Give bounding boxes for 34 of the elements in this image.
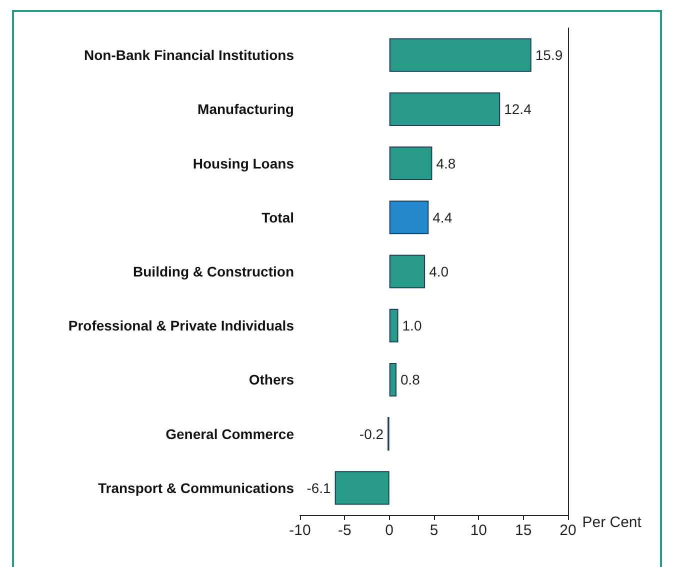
data-label: 12.4: [504, 101, 532, 118]
y-tick-label: Non-Bank Financial Institutions: [84, 47, 294, 64]
bar: [389, 254, 426, 288]
x-tick-label: 15: [514, 522, 532, 539]
x-tick-label: -5: [338, 522, 352, 539]
bar: [334, 471, 390, 505]
data-label: 0.8: [400, 372, 420, 388]
x-tick-label: 20: [560, 522, 576, 539]
y-tick-label: Manufacturing: [198, 101, 294, 118]
bar: [389, 200, 429, 234]
x-tick-label: 10: [470, 522, 488, 539]
data-label: 1.0: [402, 318, 422, 334]
y-tick-label: General Commerce: [166, 426, 294, 442]
x-tick-label: -10: [289, 522, 311, 539]
y-tick-label: Professional & Private Individuals: [68, 318, 294, 334]
y-tick-label: Housing Loans: [192, 155, 294, 172]
bar: [389, 92, 500, 126]
y-tick-label: Others: [248, 372, 294, 388]
bar: [389, 308, 398, 342]
data-label: 15.9: [535, 47, 563, 64]
data-label: -6.1: [306, 480, 332, 496]
data-label: -0.2: [359, 426, 384, 442]
bar: [389, 362, 396, 396]
x-tick-label: 0: [385, 522, 394, 539]
bar: [389, 146, 432, 180]
data-label: 4.0: [429, 264, 449, 280]
x-tick-label: 5: [430, 522, 438, 539]
data-label: 4.4: [432, 209, 452, 226]
y-tick-label: Total: [262, 209, 294, 226]
x-axis-title: Per Cent: [582, 514, 642, 531]
bar: [389, 38, 532, 72]
y-tick-label: Building & Construction: [133, 264, 294, 280]
data-label: 4.8: [436, 155, 456, 172]
y-tick-label: Transport & Communications: [98, 480, 294, 496]
